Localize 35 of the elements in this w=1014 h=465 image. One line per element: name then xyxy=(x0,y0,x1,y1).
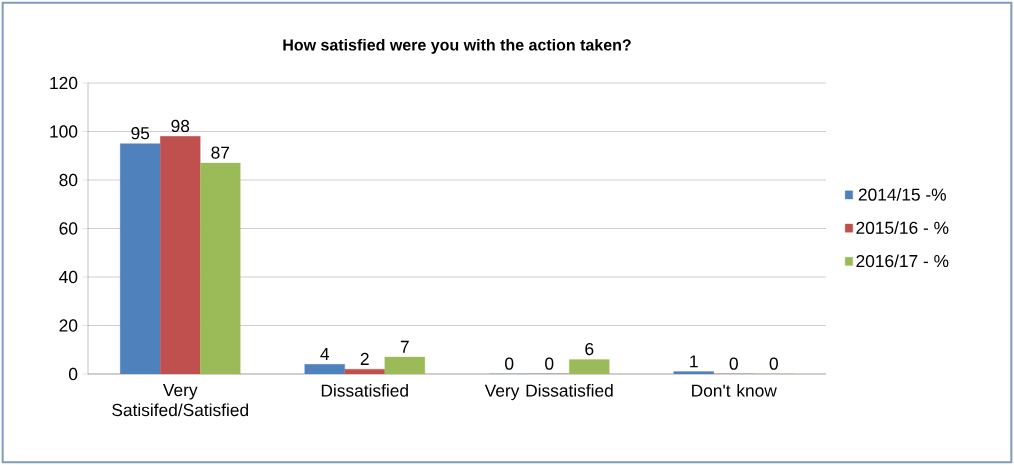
bar xyxy=(673,371,714,374)
data-label: 1 xyxy=(690,355,698,368)
x-tick-label: Don't know xyxy=(692,384,777,397)
legend-label: 2014/15 -% xyxy=(858,187,946,201)
legend-label: 2015/16 - % xyxy=(856,221,949,234)
bar xyxy=(304,364,345,374)
data-label: 2 xyxy=(360,352,369,365)
data-label: 0 xyxy=(505,357,514,370)
y-tick-label: 40 xyxy=(59,270,78,284)
data-label: 0 xyxy=(729,357,738,370)
y-tick-label: 100 xyxy=(50,125,78,138)
data-label: 0 xyxy=(545,357,554,370)
data-label: 98 xyxy=(171,119,190,133)
y-tick-label: 20 xyxy=(59,319,78,332)
x-tick-label: Very Dissatisfied xyxy=(484,384,613,401)
legend-label: 2016/17 - % xyxy=(856,254,949,268)
y-tick-label: 120 xyxy=(50,76,78,90)
bar xyxy=(384,356,425,374)
y-tick-label: 80 xyxy=(59,173,78,187)
y-tick-label: 60 xyxy=(59,222,78,235)
bar xyxy=(120,143,161,374)
bar xyxy=(344,369,385,374)
data-label: 4 xyxy=(320,348,330,361)
bar xyxy=(160,136,201,374)
y-tick-label: 0 xyxy=(68,367,78,381)
x-tick-label: Dissatisfied xyxy=(321,384,408,397)
chart-title: How satisfied were you with the action taken? xyxy=(283,38,631,54)
x-tick-label: Very Satisifed/Satisfied xyxy=(112,384,249,417)
data-label: 95 xyxy=(131,127,150,140)
data-label: 0 xyxy=(769,357,778,370)
data-label: 87 xyxy=(211,146,230,159)
bar xyxy=(200,162,241,374)
data-label: 7 xyxy=(400,340,409,353)
data-label: 6 xyxy=(585,342,594,356)
bar xyxy=(569,359,610,374)
